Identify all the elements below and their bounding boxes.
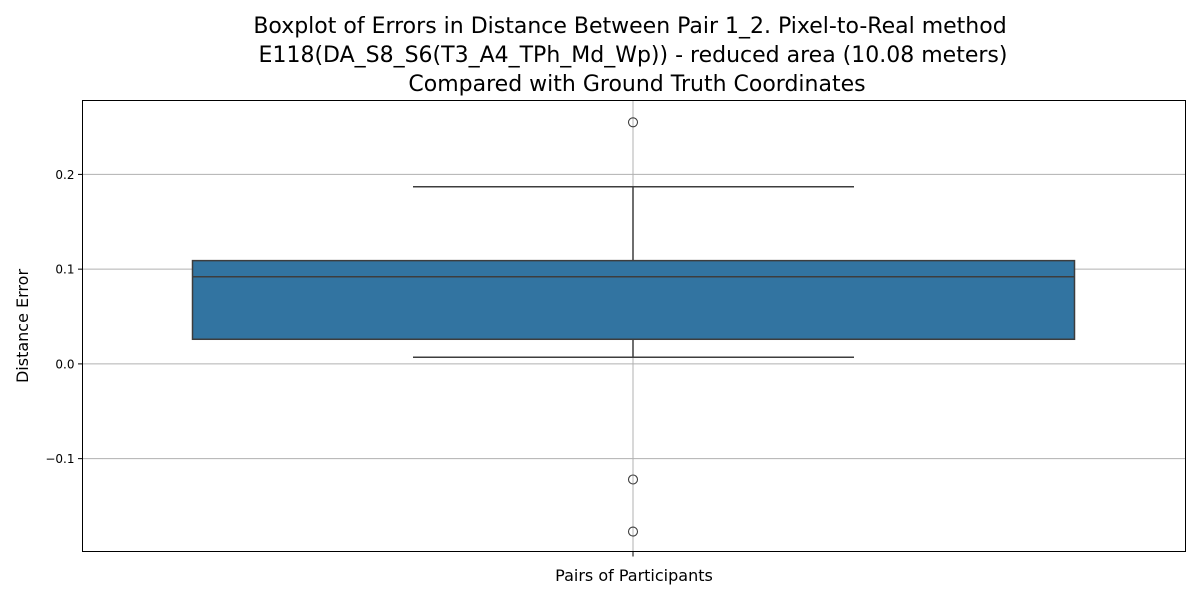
outlier-point-2 <box>627 526 639 537</box>
outlier-point-1 <box>627 474 639 485</box>
y-tick-label-2: 0.1 <box>55 263 74 277</box>
outlier-point-0 <box>627 117 639 128</box>
box-iqr <box>191 259 1076 341</box>
y-axis-label: Distance Error <box>13 269 32 383</box>
plot-area <box>191 117 1076 537</box>
plot-frame <box>82 100 1186 552</box>
y-tick-label-0: −0.1 <box>45 452 74 466</box>
title-line-3: Compared with Ground Truth Coordinates <box>408 72 865 97</box>
chart-title: Boxplot of Errors in Distance Between Pa… <box>253 14 1007 97</box>
x-axis-label: Pairs of Participants <box>555 566 713 585</box>
y-tick-label-1: 0.0 <box>55 357 74 371</box>
title-line-1: Boxplot of Errors in Distance Between Pa… <box>253 14 1006 39</box>
y-tick-label-3: 0.2 <box>55 168 74 182</box>
y-axis-ticks: −0.1 0.0 0.1 0.2 <box>45 168 83 466</box>
title-line-2: E118(DA_S8_S6(T3_A4_TPh_Md_Wp)) - reduce… <box>259 43 1008 68</box>
